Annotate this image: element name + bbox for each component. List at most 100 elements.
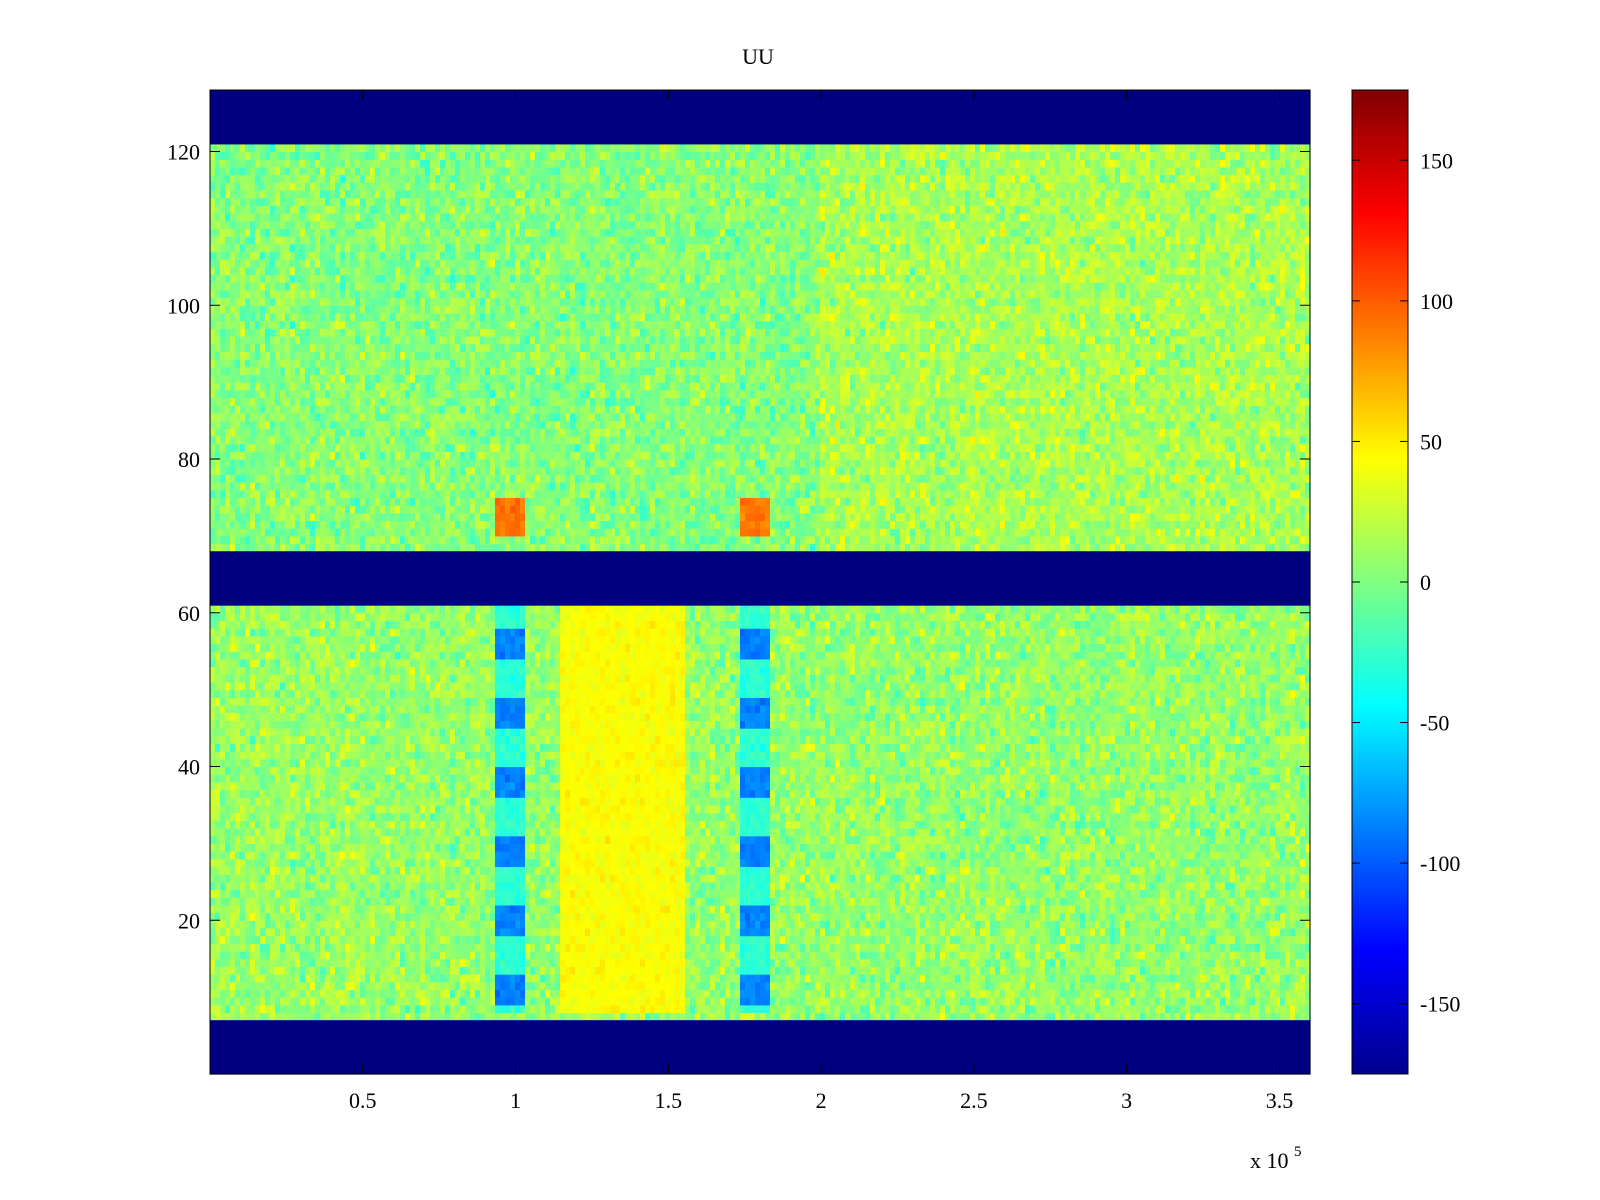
heatmap-cell [1095, 951, 1101, 959]
heatmap-cell [235, 1013, 241, 1021]
heatmap-cell [755, 1013, 761, 1021]
heatmap-cell [1035, 928, 1041, 936]
heatmap-cell [830, 974, 836, 982]
heatmap-cell [530, 913, 536, 921]
heatmap-cell [575, 1005, 581, 1013]
heatmap-cell [985, 982, 991, 990]
heatmap-cell [755, 943, 761, 951]
heatmap-cell [1190, 920, 1196, 928]
heatmap-cell [405, 966, 411, 974]
heatmap-cell [315, 989, 321, 997]
heatmap-cell [940, 936, 946, 944]
heatmap-cell [435, 959, 441, 967]
heatmap-cell [275, 1005, 281, 1013]
heatmap-cell [1245, 920, 1251, 928]
heatmap-cell [950, 905, 956, 913]
heatmap-cell [645, 1005, 651, 1013]
heatmap-cell [350, 920, 356, 928]
heatmap-cell [310, 928, 316, 936]
heatmap-cell [395, 936, 401, 944]
heatmap-cell [795, 951, 801, 959]
heatmap-cell [350, 966, 356, 974]
heatmap-cell [525, 936, 531, 944]
heatmap-cell [575, 936, 581, 944]
heatmap-cell [450, 989, 456, 997]
heatmap-cell [620, 966, 626, 974]
heatmap-cell [1120, 913, 1126, 921]
heatmap-cell [320, 920, 326, 928]
heatmap-cell [985, 1005, 991, 1013]
heatmap-cell [930, 943, 936, 951]
heatmap-cell [380, 951, 386, 959]
heatmap-cell [560, 989, 566, 997]
heatmap-cell [295, 943, 301, 951]
heatmap-cell [1060, 928, 1066, 936]
heatmap-cell [325, 959, 331, 967]
heatmap-cell [1130, 997, 1136, 1005]
heatmap-cell [1105, 951, 1111, 959]
heatmap-cell [860, 982, 866, 990]
heatmap-cell [1090, 959, 1096, 967]
heatmap-cell [580, 936, 586, 944]
heatmap-cell [360, 966, 366, 974]
heatmap-cell [575, 982, 581, 990]
heatmap-cell [1250, 936, 1256, 944]
heatmap-cell [1255, 982, 1261, 990]
heatmap-cell [375, 943, 381, 951]
heatmap-cell [970, 897, 976, 905]
heatmap-cell [240, 905, 246, 913]
heatmap-cell [290, 943, 296, 951]
heatmap-cell [210, 920, 216, 928]
heatmap-cell [1250, 928, 1256, 936]
heatmap-cell [515, 974, 521, 982]
heatmap-cell [565, 951, 571, 959]
heatmap-cell [1065, 974, 1071, 982]
heatmap-cell [1185, 920, 1191, 928]
heatmap-cell [1160, 959, 1166, 967]
heatmap-cell [595, 951, 601, 959]
heatmap-cell [1145, 959, 1151, 967]
heatmap-cell [845, 936, 851, 944]
heatmap-cell [740, 943, 746, 951]
heatmap-cell [1290, 974, 1296, 982]
heatmap-cell [1250, 920, 1256, 928]
heatmap-cell [1245, 943, 1251, 951]
heatmap-cell [1170, 936, 1176, 944]
heatmap-cell [210, 982, 216, 990]
heatmap-cell [405, 920, 411, 928]
heatmap-cell [280, 943, 286, 951]
heatmap-cell [740, 1005, 746, 1013]
heatmap-cell [605, 997, 611, 1005]
heatmap-cell [845, 974, 851, 982]
heatmap-cell [1055, 959, 1061, 967]
heatmap-cell [805, 1005, 811, 1013]
heatmap-cell [920, 928, 926, 936]
heatmap-cell [560, 959, 566, 967]
heatmap-cell [1015, 997, 1021, 1005]
heatmap-cell [925, 928, 931, 936]
heatmap-cell [445, 974, 451, 982]
heatmap-cell [360, 974, 366, 982]
heatmap-cell [640, 1013, 646, 1021]
heatmap-cell [1050, 928, 1056, 936]
heatmap-cell [895, 905, 901, 913]
heatmap-cell [490, 905, 496, 913]
heatmap-cell [1260, 920, 1266, 928]
heatmap-cell [1175, 943, 1181, 951]
heatmap-cell [520, 1005, 526, 1013]
heatmap-cell [1250, 943, 1256, 951]
heatmap-cell [380, 1013, 386, 1021]
heatmap-cell [685, 966, 691, 974]
heatmap-cell [240, 989, 246, 997]
heatmap-cell [1105, 1005, 1111, 1013]
heatmap-cell [695, 1013, 701, 1021]
heatmap-cell [395, 928, 401, 936]
heatmap-cell [235, 959, 241, 967]
heatmap-cell [1170, 974, 1176, 982]
heatmap-cell [995, 943, 1001, 951]
heatmap-cell [1200, 1013, 1206, 1021]
heatmap-cell [1130, 1013, 1136, 1021]
heatmap-cell [320, 905, 326, 913]
heatmap-cell [350, 936, 356, 944]
heatmap-cell [1005, 913, 1011, 921]
